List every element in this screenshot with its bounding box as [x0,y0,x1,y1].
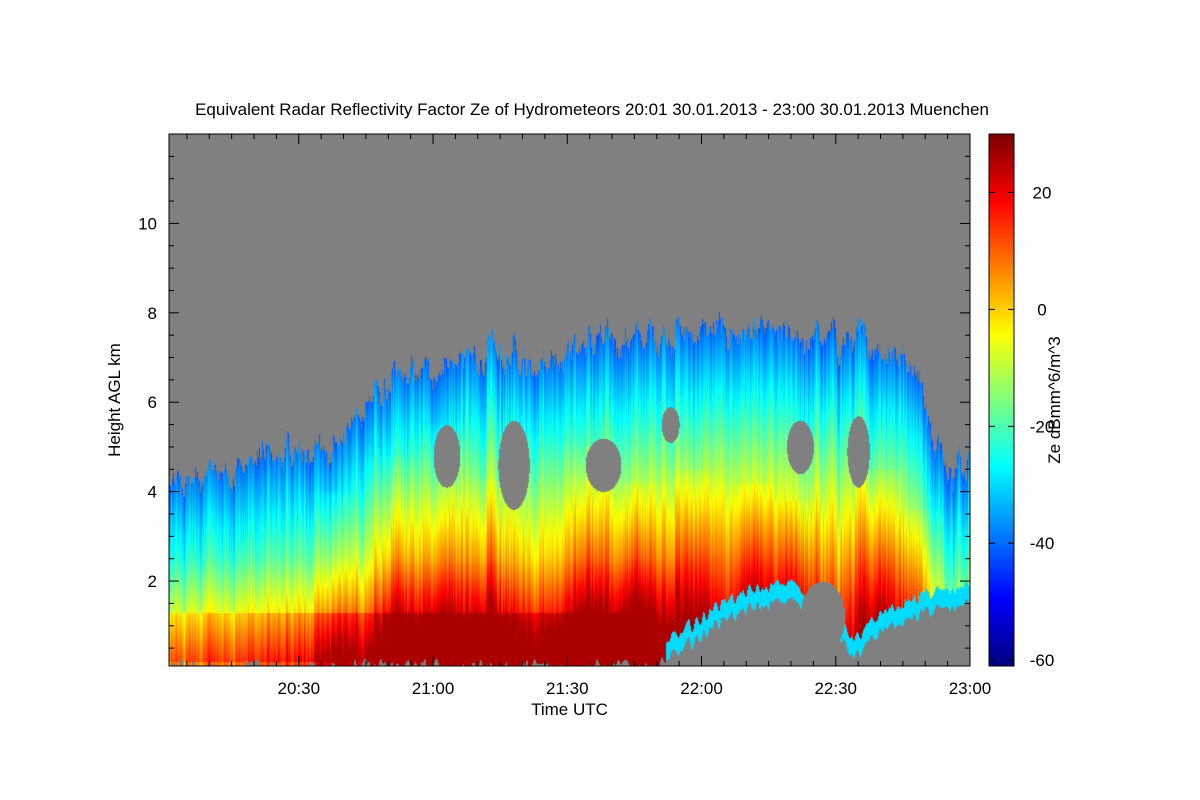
reflectivity-heatmap [169,134,970,666]
y-tick-label: 6 [148,393,157,412]
x-tick-label: 21:30 [546,679,589,698]
y-tick-label: 4 [148,483,157,502]
y-tick-label: 8 [148,304,157,323]
y-tick-label: 2 [148,572,157,591]
x-tick-label: 20:30 [277,679,320,698]
colorbar-tick-label: -20 [1030,417,1055,436]
plot-area [168,133,971,667]
colorbar-tick-label: 0 [1037,300,1046,319]
x-tick-label: 23:00 [949,679,992,698]
y-axis: 2 4 6 8 10 [138,133,970,649]
colorbar-frame [988,133,1015,667]
x-tick-label: 22:30 [814,679,857,698]
x-axis: 20:30 21:00 21:30 22:00 22:30 23:00 [186,134,992,698]
y-tick-label: 10 [138,214,157,233]
colorbar-ticks: 20 0 -20 -40 -60 [989,183,1054,670]
x-axis-title: Time UTC [531,700,608,719]
colorbar-tick-label: -40 [1030,534,1055,553]
colorbar-title: Ze dBmm^6/m^3 [1045,336,1064,463]
y-axis-title: Height AGL km [105,343,124,457]
plot-frame [168,133,971,667]
chart-title: Equivalent Radar Reflectivity Factor Ze … [195,100,989,119]
colorbar-tick-label: -60 [1030,651,1055,670]
colorbar: 20 0 -20 -40 -60 Ze dBmm^6/m^3 [988,133,1064,670]
x-tick-label: 22:00 [680,679,723,698]
colorbar-gradient [989,134,1014,666]
x-tick-label: 21:00 [412,679,455,698]
colorbar-tick-label: 20 [1033,183,1052,202]
